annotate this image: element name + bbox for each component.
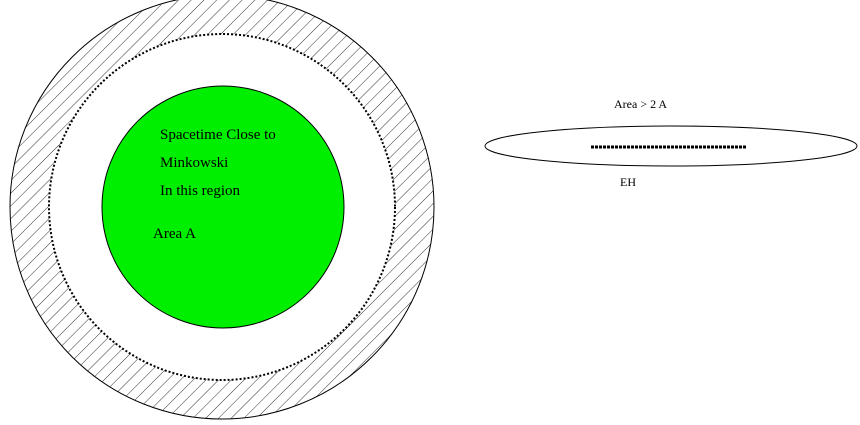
inner-label-line3: In this region bbox=[160, 183, 240, 199]
green-minkowski-region bbox=[101, 85, 345, 329]
area-a-label: Area A bbox=[153, 226, 196, 242]
eh-label: EH bbox=[620, 175, 636, 189]
left-figure: Spacetime Close to Minkowski In this reg… bbox=[9, 0, 435, 420]
right-figure: Area > 2 A EH bbox=[484, 97, 858, 189]
area-2a-label: Area > 2 A bbox=[614, 97, 667, 111]
dotted-boundary-circle bbox=[48, 33, 396, 381]
inner-label-line2: Minkowski bbox=[160, 155, 228, 171]
inner-label-line1: Spacetime Close to bbox=[160, 127, 276, 143]
